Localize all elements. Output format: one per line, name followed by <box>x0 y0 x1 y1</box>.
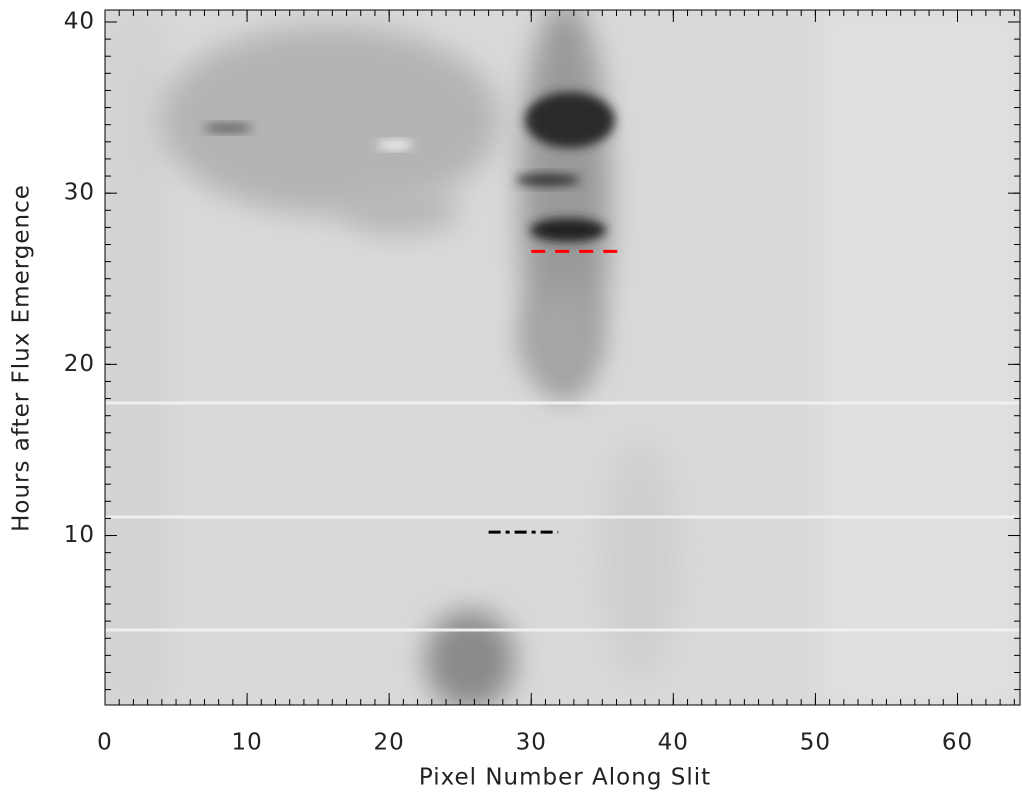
image-feature <box>425 610 515 710</box>
y-tick-label: 10 <box>64 522 95 548</box>
image-feature <box>105 10 165 705</box>
x-tick-label: 0 <box>97 730 113 756</box>
image-feature <box>530 218 606 242</box>
image-feature <box>520 290 600 390</box>
image-feature <box>340 185 460 235</box>
x-tick-label: 30 <box>516 730 547 756</box>
y-tick-label: 30 <box>64 180 95 206</box>
y-tick-label: 20 <box>64 351 95 377</box>
image-feature <box>377 141 413 149</box>
image-feature <box>160 25 500 215</box>
image-feature <box>600 440 680 680</box>
image <box>105 0 1020 710</box>
image-feature <box>525 92 615 148</box>
image-feature <box>203 124 253 132</box>
x-tick-label: 10 <box>231 730 262 756</box>
y-axis-label: Hours after Flux Emergence <box>9 184 35 532</box>
x-tick-label: 60 <box>942 730 973 756</box>
image-feature <box>820 10 1020 705</box>
x-tick-label: 50 <box>800 730 831 756</box>
x-tick-label: 20 <box>374 730 405 756</box>
x-tick-label: 40 <box>658 730 689 756</box>
image-feature <box>516 174 580 186</box>
y-tick-label: 40 <box>64 8 95 34</box>
x-axis-label: Pixel Number Along Slit <box>419 765 711 791</box>
chart: Pixel Number Along Slit Hours after Flux… <box>0 0 1022 795</box>
